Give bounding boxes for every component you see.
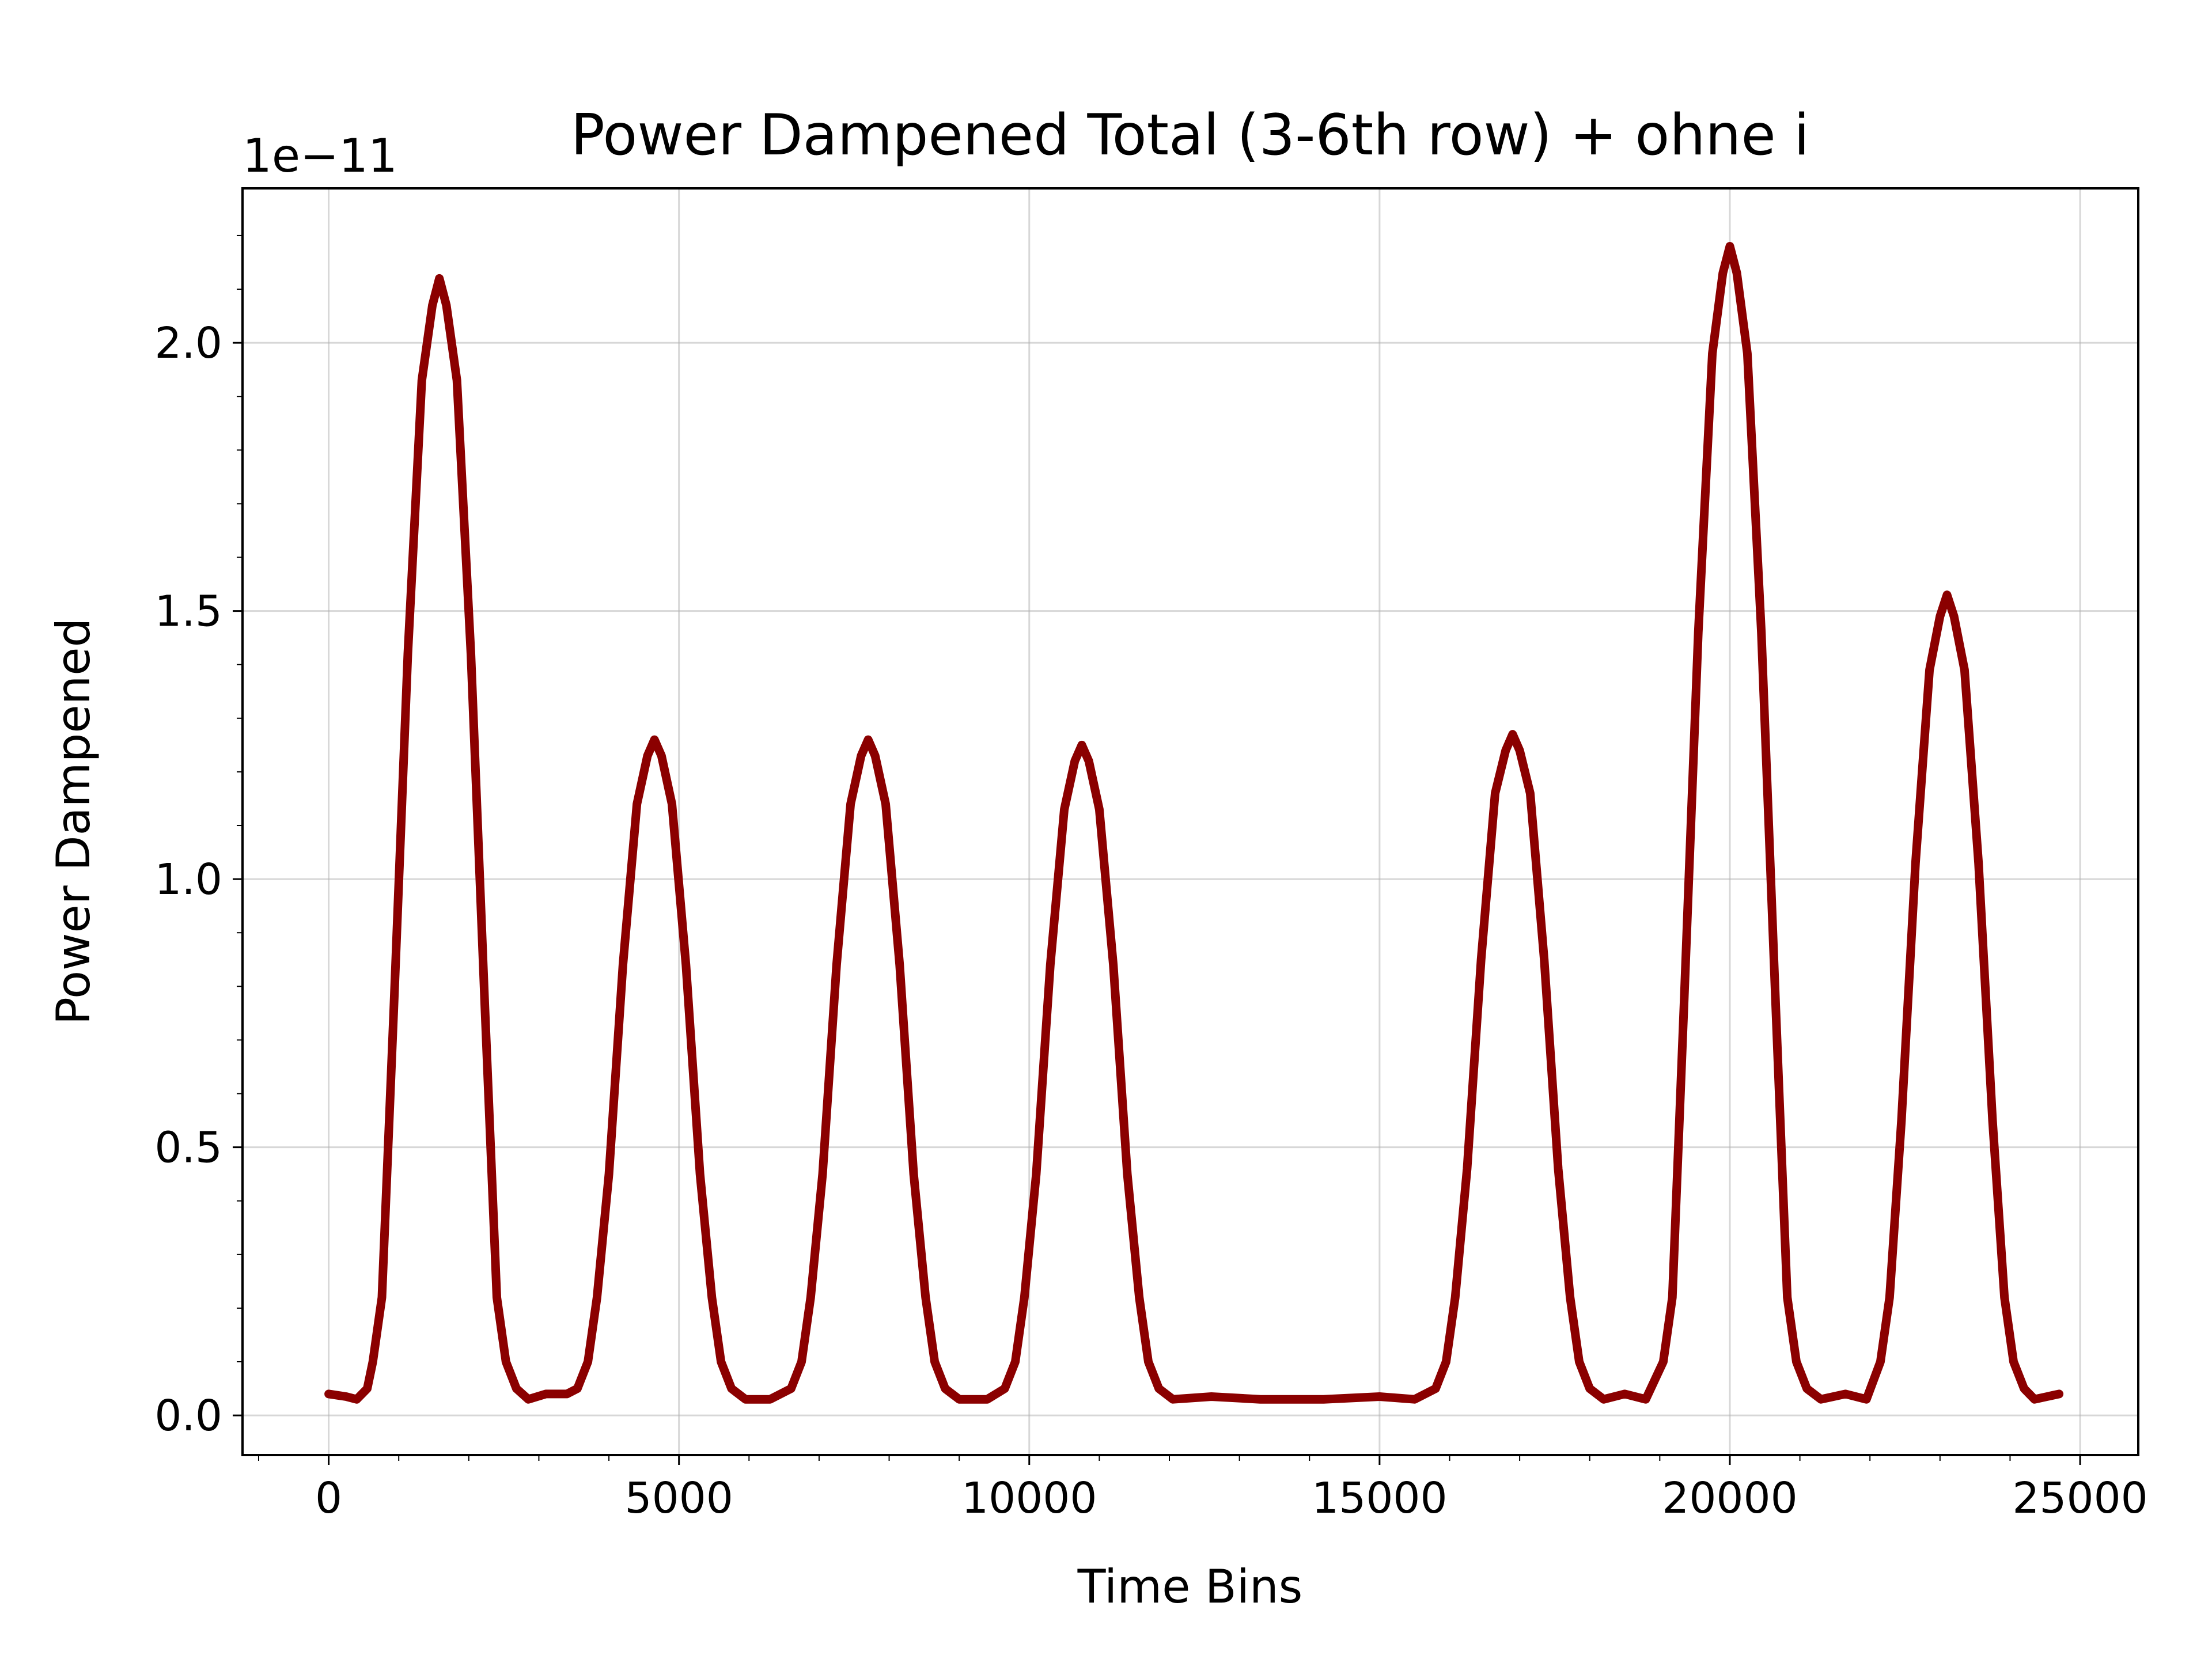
x-tick-label: 5000 <box>625 1474 733 1523</box>
data-line <box>324 242 2064 1404</box>
y-tick-label: 1.5 <box>154 587 222 637</box>
x-tick-label: 20000 <box>1662 1474 1797 1523</box>
x-tick-label: 25000 <box>2012 1474 2147 1523</box>
x-tick-label: 10000 <box>961 1474 1097 1523</box>
y-offset-text: 1e−11 <box>243 129 397 183</box>
axes-frame <box>241 187 2139 1456</box>
y-tick-label: 0.5 <box>154 1123 222 1173</box>
x-axis-label: Time Bins <box>1077 1560 1303 1613</box>
y-tick-label: 1.0 <box>154 855 222 904</box>
x-tick-label: 15000 <box>1312 1474 1447 1523</box>
y-axis-label: Power Dampened <box>47 618 100 1025</box>
x-tick-label: 0 <box>315 1474 342 1523</box>
y-tick-label: 0.0 <box>154 1391 222 1441</box>
y-tick-label: 2.0 <box>154 319 222 368</box>
chart-title: Power Dampened Total (3-6th row) + ohne … <box>571 103 1809 168</box>
